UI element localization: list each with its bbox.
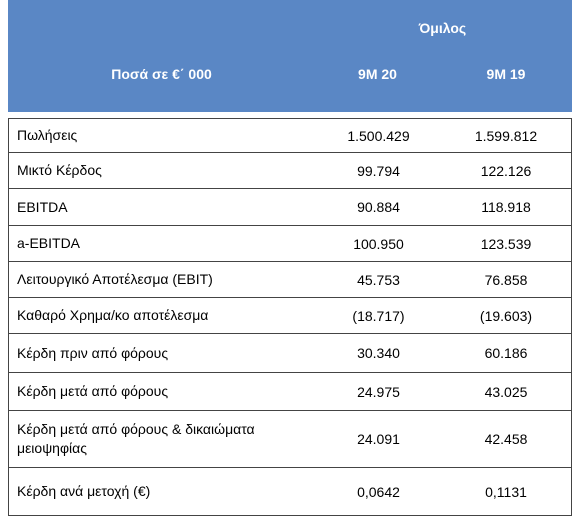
row-label: Πωλήσεις — [17, 127, 78, 143]
table-body: Πωλήσεις 1.500.429 1.599.812 Μικτό Κέρδος 99… — [8, 118, 572, 516]
cell-value: 0,0642 — [357, 483, 400, 500]
row-label: Κέρδη μετά από φόρους — [17, 383, 169, 399]
cell-value: 1.500.429 — [347, 127, 410, 144]
cell-value: 45.753 — [357, 271, 400, 288]
table-row: Μικτό Κέρδος 99.794 122.126 — [9, 153, 571, 189]
table-row: Καθαρό Χρημα/κο αποτέλεσμα (18.717) (19.60… — [9, 298, 571, 334]
cell-value: 42.458 — [484, 431, 528, 447]
row-label: Καθαρό Χρημα/κο αποτέλεσμα — [17, 307, 209, 323]
cell-value: 123.539 — [480, 235, 532, 252]
cell-value: (19.603) — [479, 307, 533, 324]
row-label: a-EBITDA — [17, 235, 81, 251]
cell-value: 118.918 — [481, 199, 531, 215]
cell-value: 90.884 — [357, 199, 400, 215]
row-label: Κέρδη ανά μετοχή (€) — [17, 483, 151, 499]
cell-value: 99.794 — [357, 162, 400, 179]
table-row: Κέρδη ανά μετοχή (€) 0,0642 0,1131 — [9, 468, 571, 516]
cell-value: 24.975 — [357, 383, 400, 400]
table-row: Λειτουργικό Αποτέλεσμα (EBIT) 45.753 76.85… — [9, 262, 571, 298]
cell-value: 0,1131 — [485, 483, 527, 500]
cell-value: 24.091 — [357, 431, 400, 447]
row-label: Κέρδη πριν από φόρους — [17, 344, 169, 361]
table-row: Κέρδη μετά από φόρους & δικαιώματα μειοψ… — [9, 411, 571, 468]
column-header: 9M 20 — [358, 66, 397, 82]
cell-value: 60.186 — [484, 345, 528, 361]
header-label: Ποσά σε €΄ 000 — [111, 66, 212, 82]
cell-value: 122.126 — [480, 162, 532, 179]
table-row: Πωλήσεις 1.500.429 1.599.812 — [9, 119, 571, 153]
row-label: Κέρδη μετά από φόρους & δικαιώματα μειοψ… — [17, 421, 255, 456]
cell-value: 100.950 — [353, 235, 404, 252]
cell-value: (18.717) — [352, 307, 405, 324]
table-row: Κέρδη πριν από φόρους 30.340 60.186 — [9, 334, 571, 373]
group-title: Όμιλος — [418, 20, 467, 36]
column-header: 9M 19 — [486, 66, 526, 82]
row-label: Λειτουργικό Αποτέλεσμα (EBIT) — [17, 271, 213, 287]
table-row: Κέρδη μετά από φόρους 24.975 43.025 — [9, 373, 571, 411]
table-row: EBITDA 90.884 118.918 — [9, 189, 571, 226]
cell-value: 43.025 — [484, 383, 528, 400]
row-label: EBITDA — [17, 198, 68, 215]
row-label: Μικτό Κέρδος — [17, 162, 102, 178]
table-header: Όμιλος Ποσά σε €΄ 000 9M 20 9M 19 — [8, 0, 572, 112]
cell-value: 30.340 — [357, 345, 400, 361]
cell-value: 1.599.812 — [474, 127, 538, 144]
cell-value: 76.858 — [484, 271, 528, 288]
table-row: a-EBITDA 100.950 123.539 — [9, 226, 571, 262]
